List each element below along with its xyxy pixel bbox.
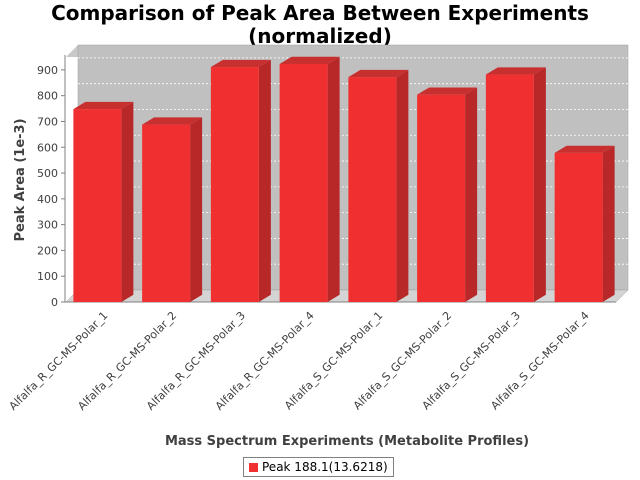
y-tick-label: 400 — [37, 193, 58, 206]
bar — [279, 63, 328, 302]
y-tick-label: 200 — [37, 244, 58, 257]
bar-top — [142, 117, 203, 125]
legend: Peak 188.1(13.6218) — [243, 457, 394, 477]
bar-top — [348, 69, 409, 78]
bar — [348, 77, 397, 303]
y-tick-label: 0 — [51, 296, 58, 309]
y-tick-label: 600 — [37, 141, 58, 154]
chart-title: Comparison of Peak Area Between Experime… — [0, 2, 640, 48]
bar-side — [190, 117, 203, 302]
bar-top — [279, 56, 340, 64]
bar-top — [485, 67, 546, 75]
y-tick-label: 500 — [37, 167, 58, 180]
bar-side — [327, 56, 340, 303]
bar — [485, 74, 534, 303]
bar — [554, 152, 603, 302]
bar-side — [533, 67, 546, 302]
x-axis-title: Mass Spectrum Experiments (Metabolite Pr… — [165, 434, 529, 449]
bar-side — [396, 69, 409, 302]
bar — [210, 67, 259, 302]
bar — [417, 94, 466, 302]
bar-side — [465, 87, 478, 302]
y-tick-label: 900 — [37, 64, 58, 77]
y-axis-title: Peak Area (1e-3) — [13, 118, 28, 241]
y-tick-label: 100 — [37, 270, 58, 283]
bar-top — [73, 101, 134, 110]
y-tick-label: 700 — [37, 115, 58, 128]
bar — [142, 124, 191, 302]
y-tick-label: 800 — [37, 90, 58, 103]
chart-title-line-2: (normalized) — [248, 24, 392, 48]
bar-side — [258, 59, 271, 302]
bar-top — [210, 59, 271, 68]
bar — [73, 109, 122, 303]
bar-side — [602, 145, 615, 302]
bar-top — [554, 145, 615, 153]
y-tick-label: 300 — [37, 219, 58, 232]
legend-swatch — [249, 462, 258, 472]
legend-label: Peak 188.1(13.6218) — [262, 460, 388, 474]
bar-top — [417, 87, 478, 95]
bar-side — [121, 101, 134, 302]
chart-title-line-1: Comparison of Peak Area Between Experime… — [51, 1, 589, 25]
